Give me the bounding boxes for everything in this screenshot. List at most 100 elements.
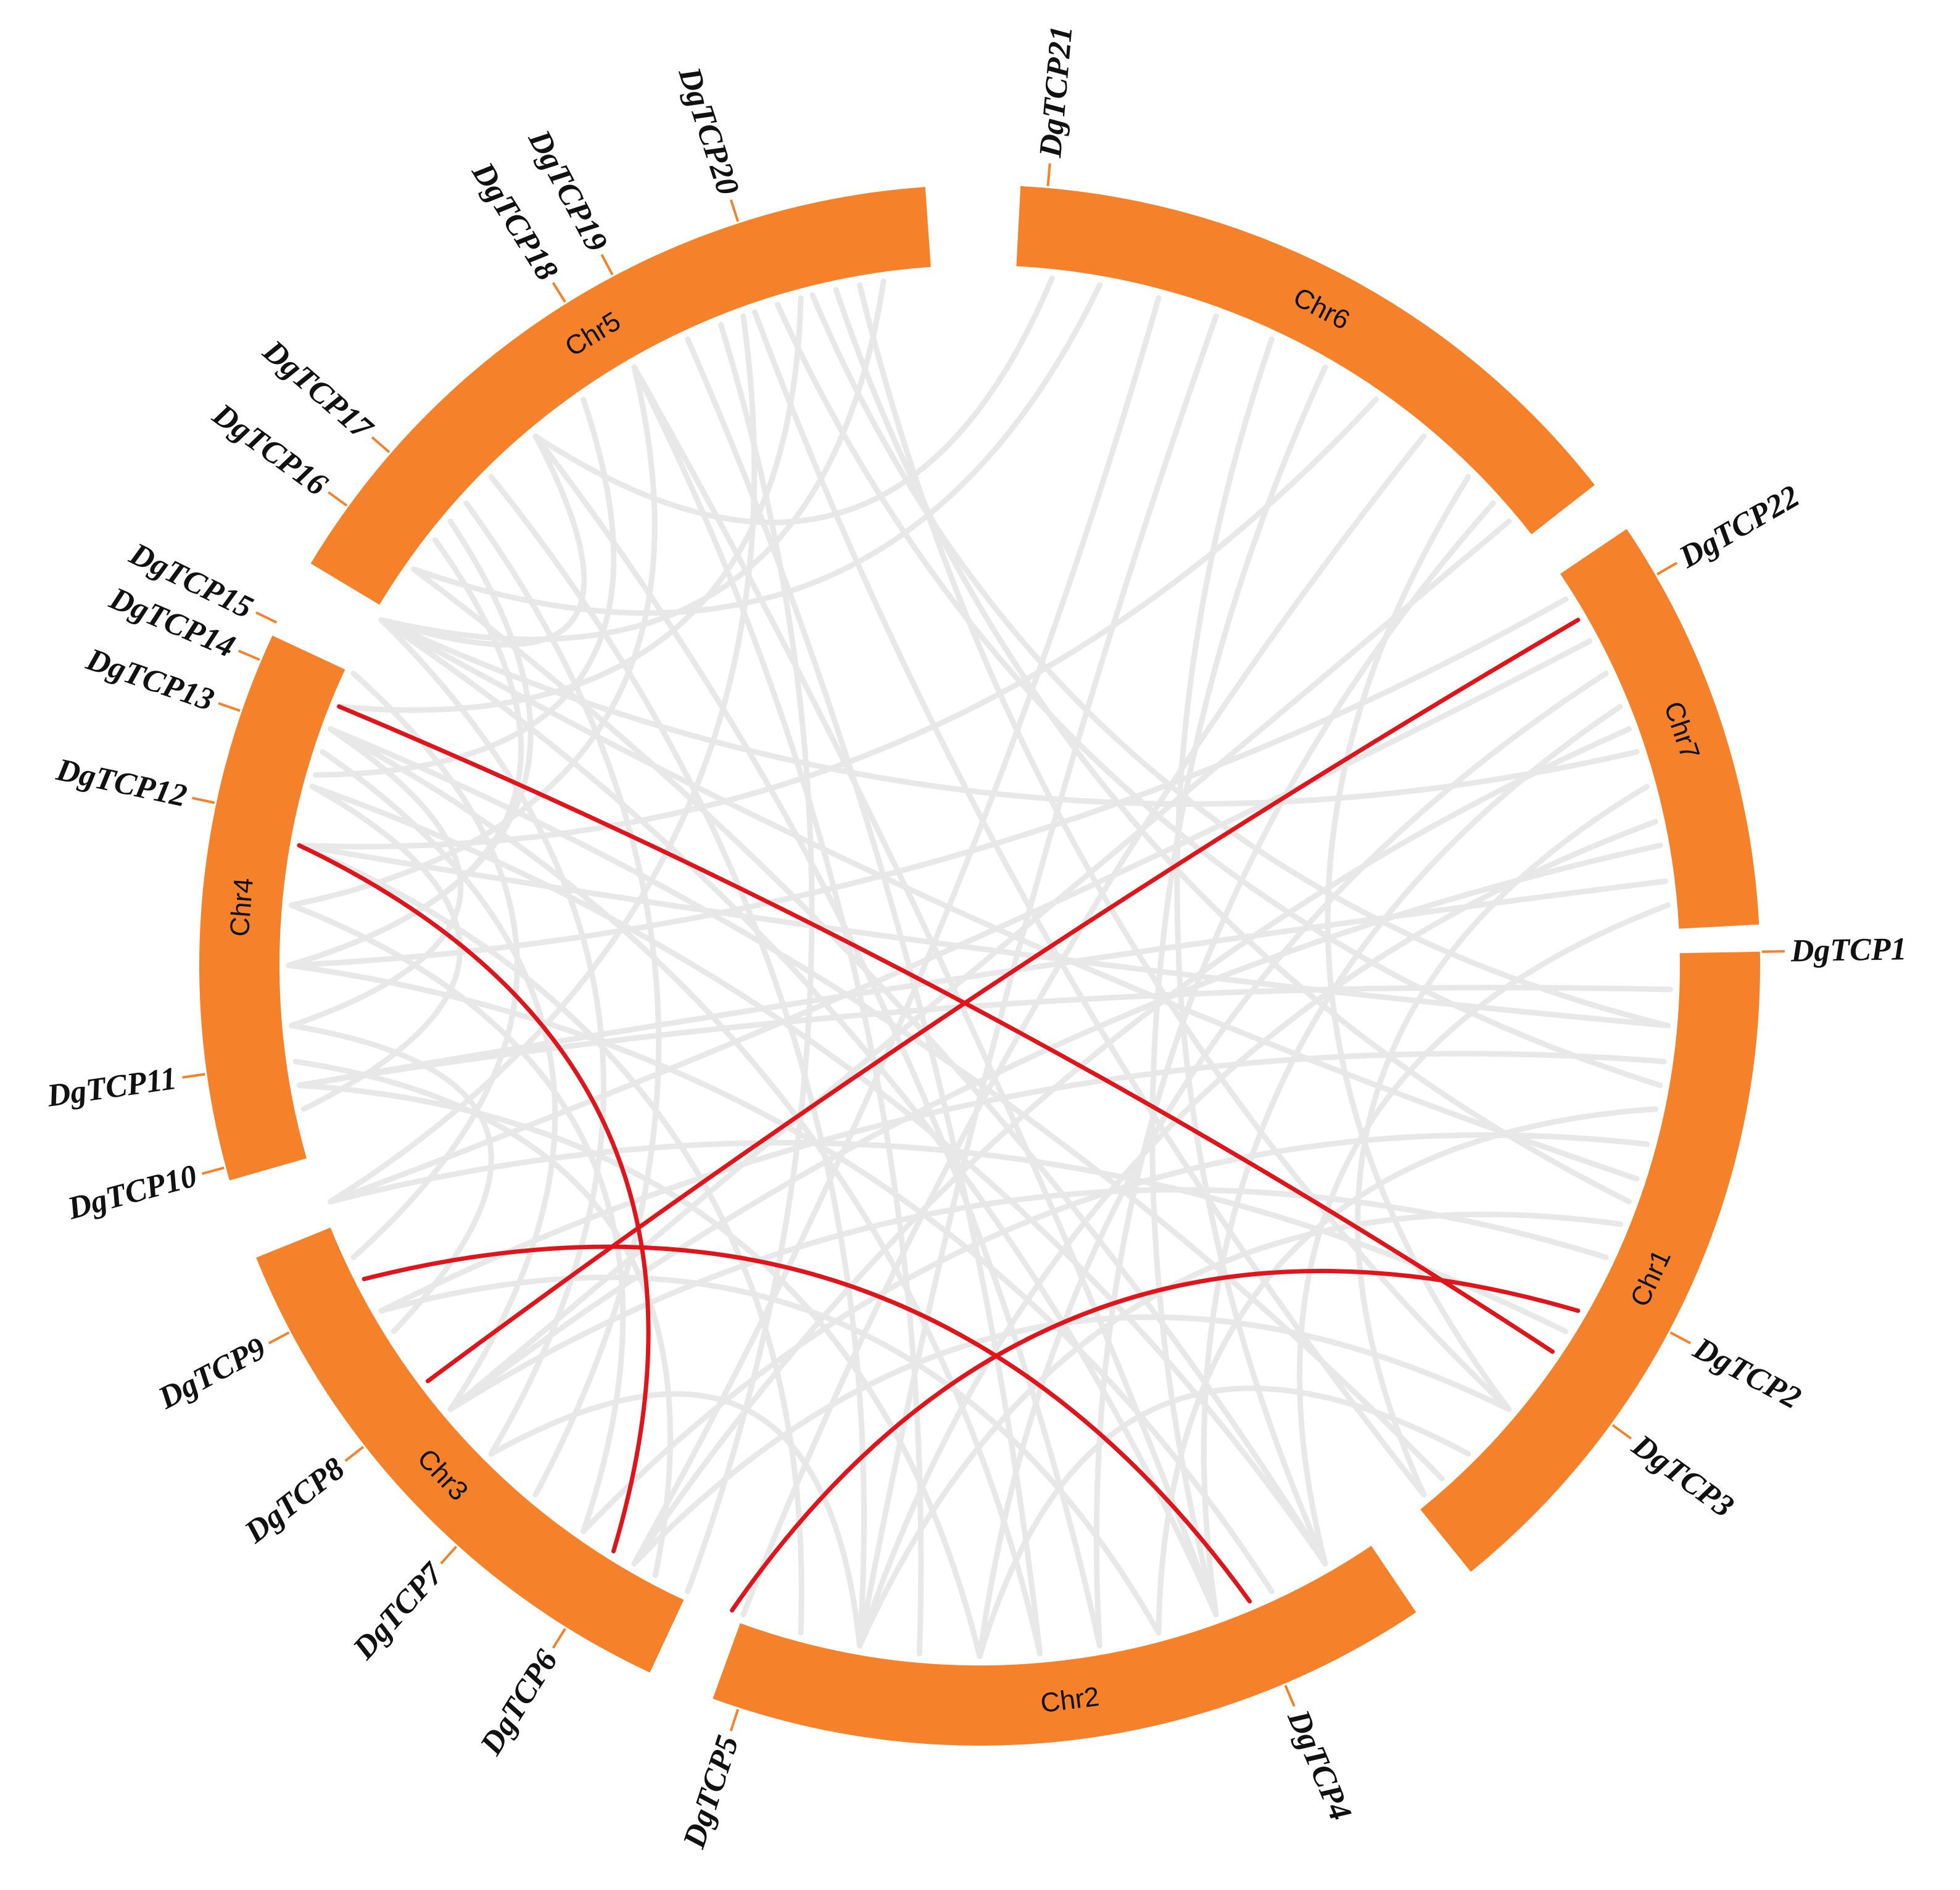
gene-tick-dgtcp9 [268, 1331, 290, 1345]
background-link [288, 726, 464, 1029]
background-link [463, 500, 662, 1498]
background-link [1093, 500, 1496, 1649]
background-link [378, 433, 587, 648]
gene-tick-dgtcp14 [238, 650, 260, 661]
gene-tick-dgtcp1 [1761, 950, 1785, 953]
background-link [1174, 336, 1328, 1567]
chromosome-arc-chr3 [256, 1228, 684, 1673]
background-link [488, 1391, 862, 1649]
background-link [411, 282, 1102, 616]
gene-label-dgtcp21: DgTCP21 [1033, 25, 1080, 160]
gene-label-dgtcp12: DgTCP12 [53, 752, 190, 814]
background-link [809, 292, 1671, 1029]
gene-label-dgtcp4: DgTCP4 [1280, 1704, 1358, 1825]
gene-label-dgtcp11: DgTCP11 [44, 1061, 179, 1114]
gene-label-dgtcp6: DgTCP6 [473, 1644, 564, 1761]
background-link [288, 1023, 494, 1334]
background-link [833, 287, 1632, 1205]
background-link [296, 878, 1669, 1088]
gene-tick-dgtcp7 [440, 1545, 458, 1565]
gene-label-dgtcp10: DgTCP10 [64, 1158, 201, 1227]
gene-tick-dgtcp11 [182, 1073, 205, 1079]
background-link [1325, 474, 1512, 1413]
gene-tick-dgtcp5 [729, 1709, 740, 1731]
background-link [447, 518, 1512, 1413]
gene-tick-dgtcp8 [344, 1446, 365, 1463]
background-link [977, 1385, 1471, 1659]
gene-tick-dgtcp6 [552, 1628, 566, 1649]
gene-tick-dgtcp18 [552, 282, 566, 303]
gene-ticks-group [182, 163, 1785, 1731]
background-link [857, 819, 1658, 1649]
background-link [581, 1132, 1650, 1534]
chromosome-arc-chr2 [713, 1545, 1416, 1746]
chromosome-label-chr4: Chr4 [225, 877, 259, 938]
gene-label-dgtcp9: DgTCP9 [152, 1331, 271, 1416]
gene-tick-dgtcp13 [218, 702, 241, 712]
background-link [328, 313, 758, 1205]
background-link [751, 309, 1427, 1498]
background-link [1149, 364, 1328, 1617]
segmental-duplication-links-group [297, 617, 1581, 1613]
background-link [378, 617, 1640, 807]
background-link [1201, 703, 1623, 1617]
gene-label-dgtcp20: DgTCP20 [671, 62, 746, 199]
gene-tick-dgtcp4 [1284, 1685, 1296, 1707]
chromosome-arc-chr4 [199, 635, 345, 1181]
chromosome-arc-chr7 [1560, 529, 1759, 929]
segmental-duplication-link [337, 704, 1555, 1354]
background-link [288, 364, 658, 908]
gene-label-dgtcp2: DgTCP2 [1687, 1331, 1806, 1416]
gene-tick-dgtcp20 [729, 199, 740, 222]
background-link [532, 275, 1055, 526]
background-link [320, 749, 558, 1413]
background-link [447, 843, 1663, 1413]
segmental-duplication-link [362, 1244, 1252, 1604]
background-link [288, 902, 626, 1534]
chromosome-label-chr2: Chr2 [1039, 1682, 1101, 1719]
background-link [328, 1140, 1569, 1334]
gene-tick-dgtcp22 [1656, 561, 1678, 576]
gene-label-dgtcp13: DgTCP13 [81, 642, 218, 718]
background-link [378, 617, 1640, 1182]
gene-tick-dgtcp2 [1669, 1331, 1692, 1345]
background-link [350, 671, 520, 1260]
background-link [532, 433, 1102, 1649]
gene-label-dgtcp16: DgTCP16 [206, 397, 334, 503]
background-link [286, 962, 1275, 1595]
background-link [1297, 902, 1671, 1567]
gene-tick-dgtcp19 [600, 254, 614, 276]
gene-tick-dgtcp15 [255, 611, 278, 624]
segmental-duplication-link [426, 617, 1581, 1384]
background-link [1355, 783, 1650, 1498]
gene-label-dgtcp8: DgTCP8 [238, 1451, 351, 1550]
segmental-duplication-link [297, 843, 651, 1554]
chromosome-arc-chr6 [1016, 186, 1595, 535]
gene-label-dgtcp3: DgTCP3 [1625, 1427, 1740, 1524]
background-link [1156, 1106, 1658, 1636]
gene-label-dgtcp22: DgTCP22 [1673, 479, 1805, 576]
gene-tick-dgtcp3 [1611, 1424, 1632, 1440]
background-link [378, 1050, 1667, 1314]
gene-label-dgtcp1: DgTCP1 [1790, 931, 1907, 968]
chromosome-arc-chr1 [1420, 951, 1760, 1572]
background-link [286, 518, 534, 968]
gene-tick-dgtcp17 [371, 436, 391, 453]
background-link [296, 843, 1671, 1029]
background-link [296, 984, 1673, 1088]
chromosome-ring [199, 186, 1760, 1746]
background-link [631, 1314, 1512, 1567]
gene-tick-dgtcp10 [201, 1166, 225, 1175]
gene-label-dgtcp17: DgTCP17 [256, 333, 380, 447]
background-link [631, 295, 1162, 1567]
gene-label-dgtcp7: DgTCP7 [346, 1556, 451, 1667]
background-link [296, 1083, 983, 1659]
gene-tick-dgtcp16 [328, 491, 348, 507]
chromosome-arc-chr5 [310, 187, 931, 605]
background-link [685, 322, 815, 1595]
gene-tick-dgtcp21 [1046, 163, 1051, 186]
gene-tick-dgtcp12 [192, 796, 215, 804]
background-link [378, 1274, 1162, 1636]
background-link [301, 783, 463, 1112]
